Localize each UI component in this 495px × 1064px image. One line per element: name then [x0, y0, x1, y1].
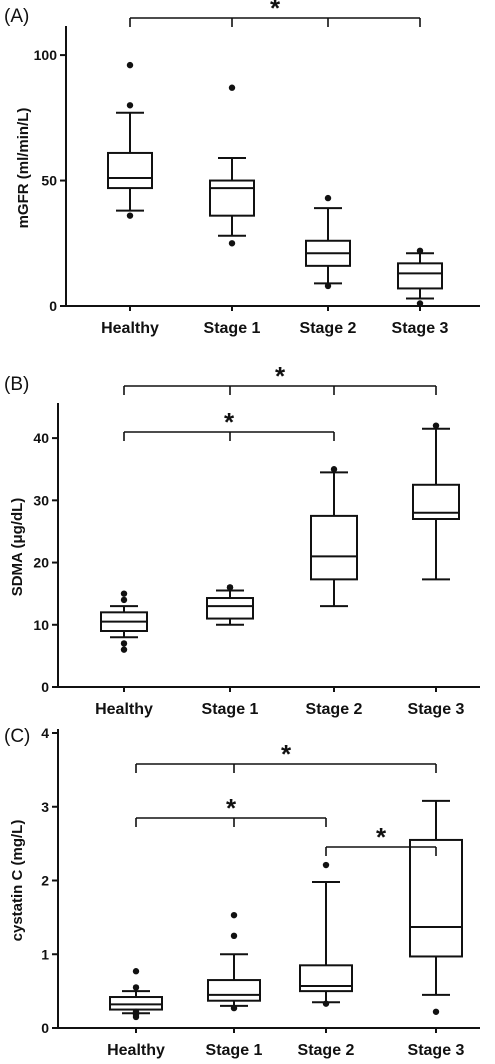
outlier-point [230, 911, 238, 919]
y-tick-label: 100 [34, 47, 58, 63]
iqr-box [299, 964, 353, 993]
category-label: Stage 1 [206, 1042, 263, 1059]
iqr-box [209, 179, 255, 217]
outlier-point [132, 984, 140, 991]
outlier-point [120, 590, 128, 597]
y-tick-label: 0 [41, 679, 49, 695]
iqr-box [109, 996, 163, 1011]
outlier-point [230, 932, 238, 940]
outlier-point [322, 861, 330, 869]
box-stage-2 [299, 861, 353, 1007]
significance-star: * [270, 0, 281, 23]
y-tick-label: 50 [41, 173, 57, 189]
box-stage-3 [409, 799, 463, 1015]
outlier-point [226, 584, 234, 591]
significance-star: * [376, 822, 387, 852]
iqr-box [107, 151, 153, 190]
category-label: Stage 2 [298, 1042, 355, 1059]
y-tick-label: 40 [33, 430, 49, 446]
significance-bracket: * [123, 361, 437, 395]
outlier-point [322, 1000, 330, 1007]
significance-star: * [224, 407, 235, 437]
outlier-point [120, 646, 128, 653]
panel-3: (C) cystatin C (mg/L) 0 1 2 3 4 Healthy Stage 1 S… [4, 725, 480, 1059]
panel-label: (A) [4, 6, 29, 27]
significance-bracket: * [325, 822, 437, 856]
y-tick-label: 3 [41, 799, 49, 815]
outlier-point [230, 1004, 238, 1012]
box-stage-3 [412, 422, 460, 581]
box-stage-1 [209, 84, 255, 247]
category-label: Healthy [107, 1042, 165, 1059]
significance-star: * [275, 361, 286, 391]
outlier-point [432, 1008, 440, 1015]
y-axis-label: mGFR (ml/min/L) [15, 108, 32, 229]
box-healthy [109, 968, 163, 1021]
box-stage-2 [305, 194, 351, 290]
significance-star: * [226, 793, 237, 823]
y-tick-label: 20 [33, 555, 49, 571]
outlier-point [126, 61, 134, 69]
significance-bracket: * [129, 0, 421, 27]
panel-1: (A) mGFR (ml/min/L) 0 50 100 Healthy Stage 1 St… [4, 0, 480, 337]
category-label: Stage 3 [408, 1042, 465, 1059]
outlier-point [324, 194, 332, 202]
iqr-box [409, 838, 463, 958]
outlier-point [416, 247, 424, 254]
outlier-point [416, 300, 424, 307]
y-tick-label: 30 [33, 492, 49, 508]
y-tick-label: 2 [41, 873, 49, 889]
y-tick-label: 0 [41, 1020, 49, 1036]
box-stage-1 [206, 584, 254, 626]
outlier-point [330, 466, 338, 473]
category-label: Healthy [95, 701, 153, 718]
category-label: Stage 1 [204, 320, 261, 337]
box-stage-1 [207, 911, 261, 1012]
outlier-point [228, 240, 236, 247]
significance-bracket: * [135, 793, 327, 827]
y-tick-label: 4 [41, 725, 49, 741]
significance-bracket: * [123, 407, 335, 441]
y-tick-label: 10 [33, 617, 49, 633]
category-label: Stage 3 [392, 320, 449, 337]
panel-label: (C) [4, 726, 30, 747]
outlier-point [132, 968, 140, 975]
outlier-point [228, 84, 236, 91]
significance-star: * [281, 739, 292, 769]
outlier-point [126, 102, 134, 109]
category-label: Stage 2 [300, 320, 357, 337]
outlier-point [432, 422, 440, 429]
iqr-box [397, 262, 443, 290]
iqr-box [207, 979, 261, 1002]
panel-2: (B) SDMA (μg/dL) 0 10 20 30 40 Healthy Stage 1 St… [4, 361, 480, 718]
category-label: Stage 2 [306, 701, 363, 718]
y-tick-label: 0 [49, 298, 57, 314]
category-label: Healthy [101, 320, 159, 337]
significance-bracket: * [135, 739, 437, 773]
iqr-box [412, 483, 460, 520]
box-healthy [100, 590, 148, 653]
category-label: Stage 3 [408, 701, 465, 718]
outlier-point [126, 212, 134, 219]
y-tick-label: 1 [41, 946, 49, 962]
outlier-point [132, 1008, 140, 1015]
category-label: Stage 1 [202, 701, 259, 718]
iqr-box [206, 597, 254, 620]
outlier-point [324, 282, 332, 290]
box-stage-2 [310, 466, 358, 608]
outlier-point [120, 640, 128, 647]
y-axis-label: SDMA (μg/dL) [9, 498, 26, 597]
iqr-box [310, 514, 358, 581]
y-axis-label: cystatin C (mg/L) [9, 820, 26, 942]
panel-label: (B) [4, 374, 29, 395]
box-stage-3 [397, 247, 443, 307]
outlier-point [120, 596, 128, 604]
box-healthy [107, 61, 153, 219]
